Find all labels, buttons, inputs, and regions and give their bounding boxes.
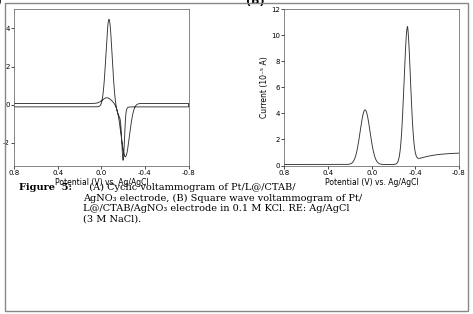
Y-axis label: Current (10⁻⁵ A): Current (10⁻⁵ A) (260, 57, 269, 118)
X-axis label: Potential (V) vs. Ag/AgCl: Potential (V) vs. Ag/AgCl (325, 178, 419, 187)
Text: Figure  5:: Figure 5: (18, 183, 71, 192)
Text: (B): (B) (246, 0, 265, 6)
Text: (A): (A) (0, 0, 2, 6)
Text: (A) Cyclic voltammogram of Pt/L@/CTAB/
AgNO₃ electrode, (B) Square wave voltammo: (A) Cyclic voltammogram of Pt/L@/CTAB/ A… (83, 183, 362, 224)
X-axis label: Potential (V) vs. Ag/AgCl: Potential (V) vs. Ag/AgCl (54, 178, 148, 187)
